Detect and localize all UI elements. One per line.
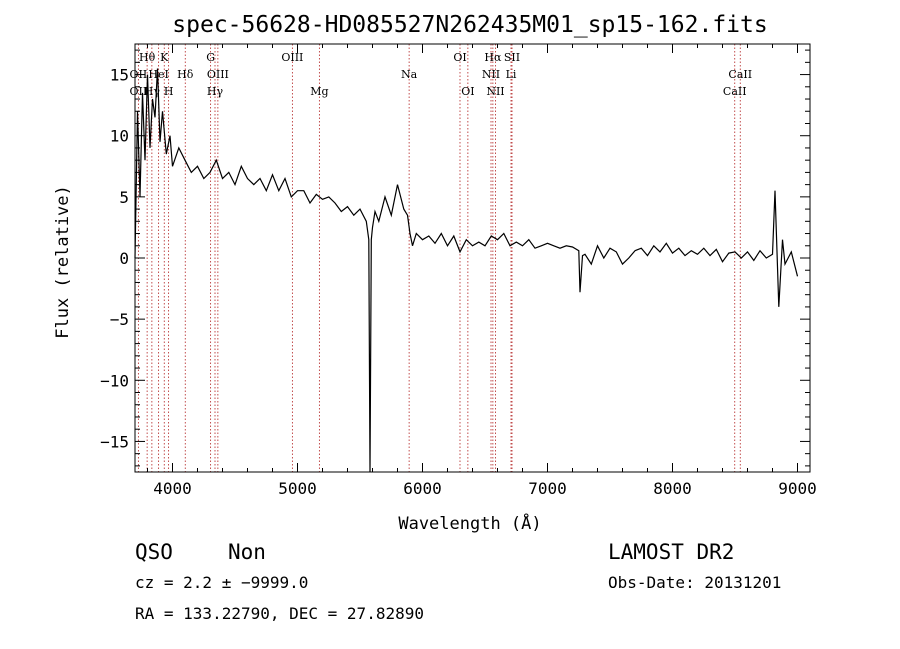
spectrum-series-line [134,68,799,473]
x-tick-label: 6000 [403,479,442,498]
emission-line-label: Hθ [139,51,156,64]
x-tick-label: 9000 [778,479,817,498]
survey-name: LAMOST DR2 [608,540,734,564]
y-tick-label: −5 [110,310,129,329]
y-tick-label: 5 [119,188,129,207]
observation-date: Obs-Date: 20131201 [608,573,781,592]
emission-line-label: CaII [728,68,752,81]
emission-line-label: Hγ [207,85,224,98]
y-axis-ticks: 15 10 5 0 −5 −10 −15 [100,49,810,467]
x-tick-label: 5000 [278,479,317,498]
object-subclass: Non [228,540,266,564]
emission-line-label: Hα [484,51,502,64]
emission-line-label: OI [453,51,466,64]
y-tick-label: −10 [100,371,129,390]
emission-line-label: HeI [148,68,168,81]
emission-line-label: Li [506,68,517,81]
emission-line-label: SII [504,51,520,64]
emission-line-label: OIII [281,51,303,64]
x-tick-label: 4000 [153,479,192,498]
y-tick-label: 10 [110,127,129,146]
x-axis-label: Wavelength (Å) [398,512,541,534]
x-tick-label: 8000 [653,479,692,498]
y-tick-label: 15 [110,66,129,85]
emission-line-label: H [164,85,174,98]
y-tick-label: −15 [100,432,129,451]
redshift-readout: cz = 2.2 ± −9999.0 [135,573,308,592]
object-class: QSO [135,540,173,564]
emission-line-label: Mg [310,85,328,98]
y-axis-label: Flux (relative) [53,185,73,339]
coordinates-readout: RA = 133.22790, DEC = 27.82890 [135,604,424,623]
plot-frame [134,43,811,473]
x-tick-label: 7000 [528,479,567,498]
x-axis-ticks: 4000 5000 6000 7000 8000 9000 [147,44,817,498]
emission-line-label: NII [482,68,500,81]
emission-line-label: OIII [207,68,229,81]
emission-line-label: NII [486,85,504,98]
emission-line-label: OI [461,85,474,98]
emission-line-label: Hδ [177,68,194,81]
emission-line-label: CaII [723,85,747,98]
emission-line-markers [137,44,741,472]
chart-title: spec-56628-HD085527N262435M01_sp15-162.f… [172,12,767,38]
y-tick-label: 0 [119,249,129,268]
emission-line-label: G [206,51,215,64]
emission-line-label: Na [401,68,418,81]
emission-line-label: K [160,51,169,64]
